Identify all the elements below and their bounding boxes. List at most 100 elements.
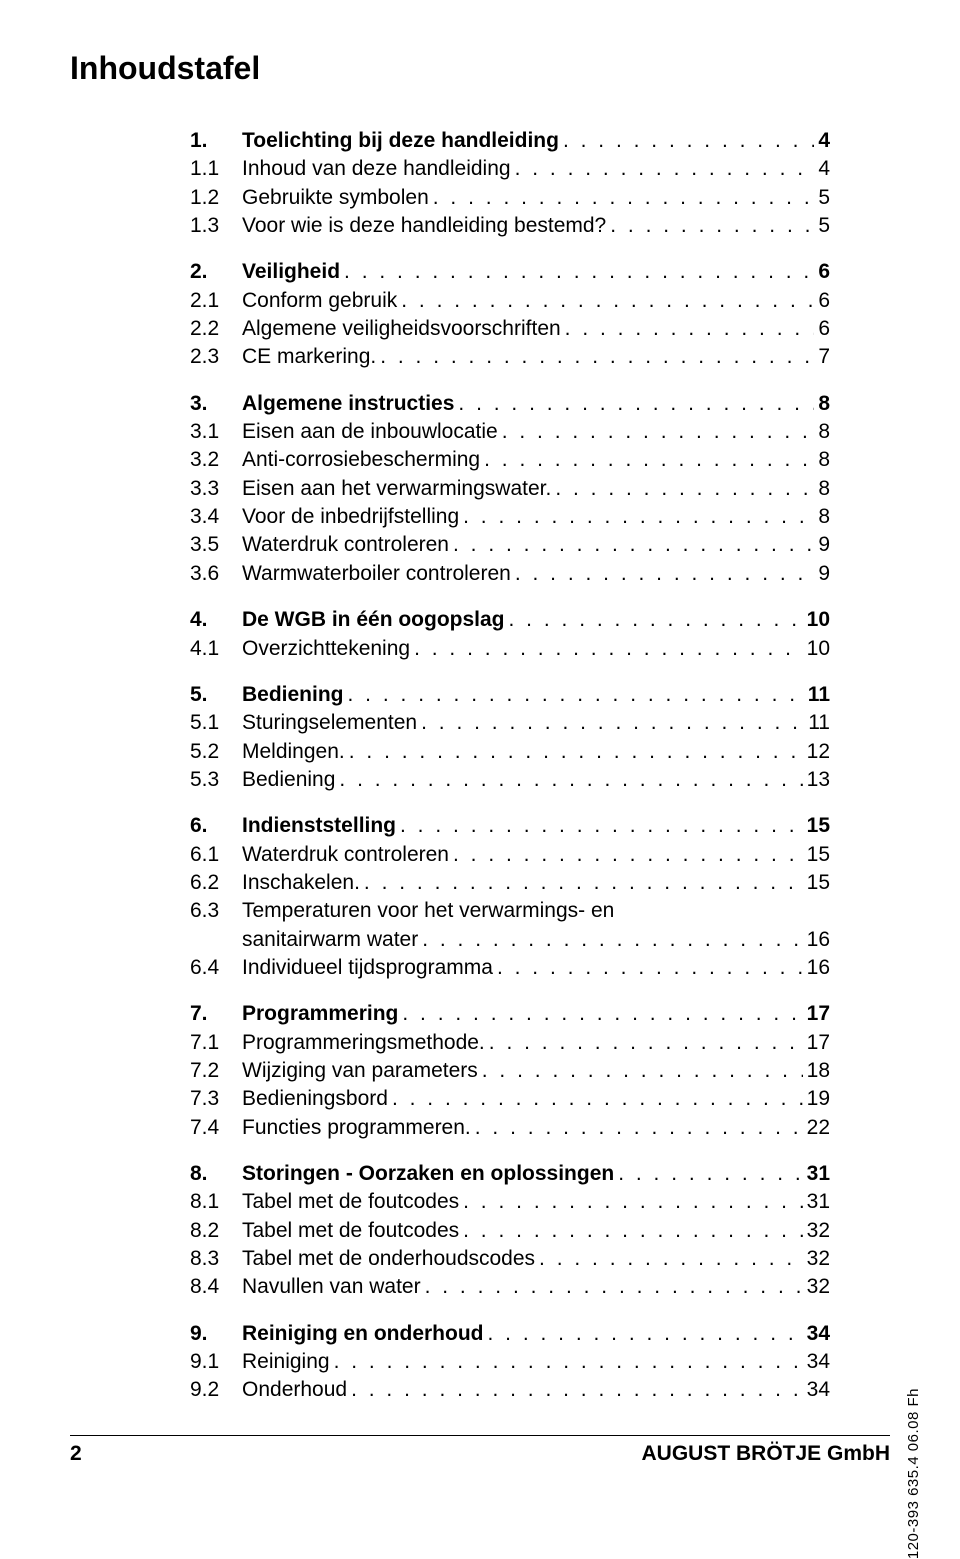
toc-heading-page: 8 <box>814 390 830 418</box>
toc-item-page: 17 <box>803 1029 830 1057</box>
toc-item-row: 7.2Wijziging van parameters . . . . . . … <box>190 1057 830 1085</box>
toc-heading-number: 4. <box>190 606 242 634</box>
toc-item-label: Conform gebruik <box>242 287 401 315</box>
toc-item-page: 15 <box>803 841 830 869</box>
toc-item-number: 7.2 <box>190 1057 242 1085</box>
toc-dot-leader: . . . . . . . . . . . . . . . . . . . . … <box>392 1085 803 1113</box>
toc-heading-row: 6.Indienststelling . . . . . . . . . . .… <box>190 812 830 840</box>
toc-item-number: 1.3 <box>190 212 242 240</box>
toc-item-number: 3.1 <box>190 418 242 446</box>
toc-item-label-wrap: Anti-corrosiebescherming . . . . . . . .… <box>242 446 830 474</box>
toc-item-number: 6.4 <box>190 954 242 982</box>
toc-item-label: Navullen van water <box>242 1273 425 1301</box>
toc-heading-number: 5. <box>190 681 242 709</box>
toc-heading-page: 31 <box>803 1160 830 1188</box>
toc-item-page: 34 <box>803 1376 830 1404</box>
toc-item-label: Voor wie is deze handleiding bestemd? <box>242 212 610 240</box>
toc-dot-leader: . . . . . . . . . . . . . . . . . . . . … <box>482 1057 803 1085</box>
toc-item-page: 32 <box>803 1245 830 1273</box>
toc-item-row: 6.2Inschakelen. . . . . . . . . . . . . … <box>190 869 830 897</box>
toc-item-number: 1.1 <box>190 155 242 183</box>
toc-item-label-wrap: Voor wie is deze handleiding bestemd? . … <box>242 212 830 240</box>
page: Inhoudstafel 1.Toelichting bij deze hand… <box>0 0 960 1498</box>
toc-item-label: Onderhoud <box>242 1376 351 1404</box>
toc-item-number: 2.2 <box>190 315 242 343</box>
toc-item-label-wrap: Gebruikte symbolen . . . . . . . . . . .… <box>242 184 830 212</box>
toc-heading-number: 9. <box>190 1320 242 1348</box>
toc-item-label: Individueel tijdsprogramma <box>242 954 497 982</box>
toc-item-label: Algemene veiligheidsvoorschriften <box>242 315 565 343</box>
toc-heading-page: 4 <box>814 127 830 155</box>
toc-dot-leader: . . . . . . . . . . . . . . . . . . . . … <box>400 812 803 840</box>
toc-dot-leader: . . . . . . . . . . . . . . . . . . . . … <box>539 1245 803 1273</box>
toc-item-row: 8.4Navullen van water . . . . . . . . . … <box>190 1273 830 1301</box>
toc-item-page: 22 <box>803 1114 830 1142</box>
toc-dot-leader: . . . . . . . . . . . . . . . . . . . . … <box>414 635 803 663</box>
toc-item-label: Meldingen. <box>242 738 349 766</box>
toc-item-row: 8.1Tabel met de foutcodes . . . . . . . … <box>190 1188 830 1216</box>
toc-item-label-wrap: Navullen van water . . . . . . . . . . .… <box>242 1273 830 1301</box>
toc-item-label: Programmeringsmethode. <box>242 1029 489 1057</box>
toc-item-row: 1.1Inhoud van deze handleiding . . . . .… <box>190 155 830 183</box>
toc-dot-leader: . . . . . . . . . . . . . . . . . . . . … <box>422 926 802 954</box>
toc-dot-leader: . . . . . . . . . . . . . . . . . . . . … <box>509 606 803 634</box>
toc-item-label-wrap: Waterdruk controleren . . . . . . . . . … <box>242 531 830 559</box>
toc-item-label: Bediening <box>242 766 339 794</box>
toc-item-page: 6 <box>814 315 830 343</box>
toc-dot-leader: . . . . . . . . . . . . . . . . . . . . … <box>618 1160 802 1188</box>
toc-item-label: Bedieningsbord <box>242 1085 392 1113</box>
toc-item-row: 7.1Programmeringsmethode. . . . . . . . … <box>190 1029 830 1057</box>
toc-item-label: Warmwaterboiler controleren <box>242 560 515 588</box>
toc-dot-leader: . . . . . . . . . . . . . . . . . . . . … <box>475 1114 803 1142</box>
toc-item-label: Tabel met de onderhoudscodes <box>242 1245 539 1273</box>
toc-item-label-wrap: Sturingselementen . . . . . . . . . . . … <box>242 709 830 737</box>
toc-item-label-wrap: CE markering. . . . . . . . . . . . . . … <box>242 343 830 371</box>
toc-heading-number: 2. <box>190 258 242 286</box>
toc-item-label: CE markering. <box>242 343 380 371</box>
toc-item-label: Inhoud van deze handleiding <box>242 155 515 183</box>
toc-item-row: 5.3Bediening . . . . . . . . . . . . . .… <box>190 766 830 794</box>
toc-item-row: 5.1Sturingselementen . . . . . . . . . .… <box>190 709 830 737</box>
toc-heading-label: Veiligheid <box>242 258 344 286</box>
toc-item-page: 4 <box>814 155 830 183</box>
toc-item-label: Eisen aan de inbouwlocatie <box>242 418 502 446</box>
toc-section: 5. Bediening . . . . . . . . . . . . . . … <box>190 681 830 794</box>
toc-item-label: Wijziging van parameters <box>242 1057 482 1085</box>
toc-item-label-wrap: Tabel met de onderhoudscodes . . . . . .… <box>242 1245 830 1273</box>
toc-item-row: 8.2Tabel met de foutcodes . . . . . . . … <box>190 1217 830 1245</box>
toc-item-number: 8.3 <box>190 1245 242 1273</box>
toc-item-row: 2.3CE markering. . . . . . . . . . . . .… <box>190 343 830 371</box>
toc-dot-leader: . . . . . . . . . . . . . . . . . . . . … <box>348 681 804 709</box>
toc-item-row: 4.1Overzichttekening . . . . . . . . . .… <box>190 635 830 663</box>
toc-dot-leader: . . . . . . . . . . . . . . . . . . . . … <box>433 184 815 212</box>
toc-item-number: 5.1 <box>190 709 242 737</box>
toc-item-number: 5.2 <box>190 738 242 766</box>
toc-item-page: 13 <box>803 766 830 794</box>
toc-item-row: 3.6Warmwaterboiler controleren . . . . .… <box>190 560 830 588</box>
toc-item-label-wrap: Overzichttekening . . . . . . . . . . . … <box>242 635 830 663</box>
toc-item-number: 2.3 <box>190 343 242 371</box>
toc-item-row: 2.2Algemene veiligheidsvoorschriften . .… <box>190 315 830 343</box>
toc-item-label-wrap: Waterdruk controleren . . . . . . . . . … <box>242 841 830 869</box>
toc-dot-leader: . . . . . . . . . . . . . . . . . . . . … <box>565 315 815 343</box>
toc-item-label: Sturingselementen <box>242 709 421 737</box>
toc-item-label-wrap: Voor de inbedrijfstelling . . . . . . . … <box>242 503 830 531</box>
toc-item-page: 5 <box>814 184 830 212</box>
toc-item-line2: sanitairwarm water . . . . . . . . . . .… <box>242 926 830 954</box>
toc-item-label: Temperaturen voor het verwarmings- en <box>242 897 830 925</box>
toc-heading-page: 6 <box>814 258 830 286</box>
toc-heading-number: 3. <box>190 390 242 418</box>
toc-item-page: 7 <box>814 343 830 371</box>
toc-item-label: Voor de inbedrijfstelling <box>242 503 463 531</box>
toc-heading-label: De WGB in één oogopslag <box>242 606 509 634</box>
toc-item-page: 9 <box>814 560 830 588</box>
toc-heading-row: 9.Reiniging en onderhoud . . . . . . . .… <box>190 1320 830 1348</box>
toc-heading-row: 3.Algemene instructies . . . . . . . . .… <box>190 390 830 418</box>
toc-item-label: Overzichttekening <box>242 635 414 663</box>
toc-heading-row: 1.Toelichting bij deze handleiding . . .… <box>190 127 830 155</box>
toc-item-label-wrap: Reiniging . . . . . . . . . . . . . . . … <box>242 1348 830 1376</box>
toc-dot-leader: . . . . . . . . . . . . . . . . . . . . … <box>489 1029 803 1057</box>
toc-item-row: 1.2Gebruikte symbolen . . . . . . . . . … <box>190 184 830 212</box>
toc-heading-label: Programmering <box>242 1000 402 1028</box>
toc-item-page: 18 <box>803 1057 830 1085</box>
